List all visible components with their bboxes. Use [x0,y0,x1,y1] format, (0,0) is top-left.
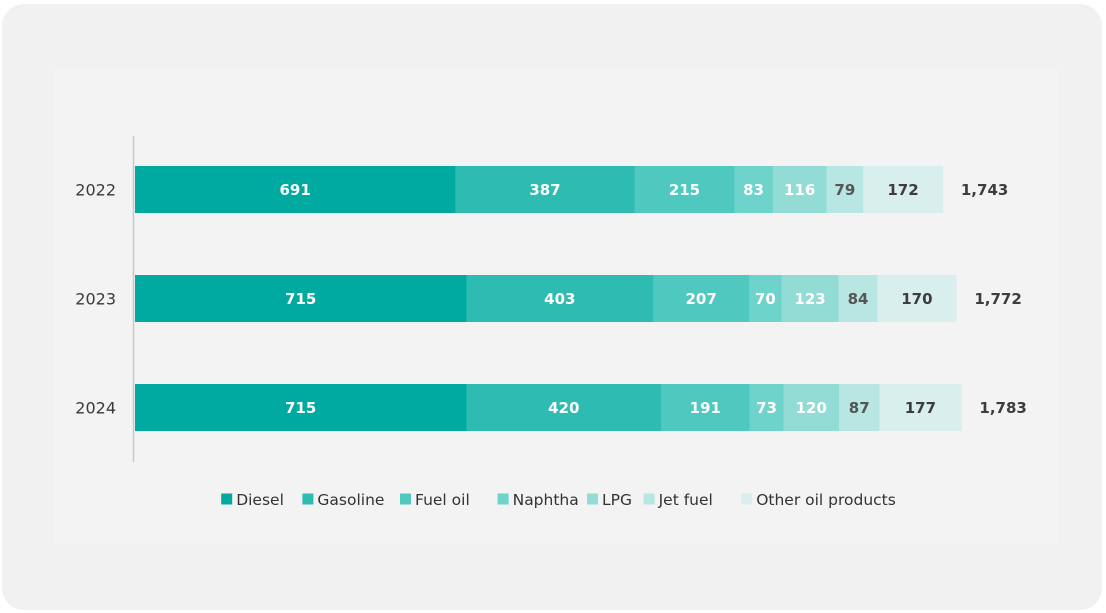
bar-segment-diesel [135,384,467,431]
data-label: 120 [796,399,827,417]
legend-label: Diesel [236,491,284,509]
bar-segment-lpg [783,384,840,431]
legend-label: Jet fuel [658,491,713,509]
bar-segment-other-oil-products [863,166,944,213]
total-label: 1,783 [979,399,1026,417]
data-label: 691 [279,181,310,199]
bar-segment-lpg [772,166,827,213]
data-label: 403 [544,290,575,308]
bar-segment-diesel [135,166,456,213]
bar-segment-gasoline [466,384,662,431]
bar-segment-lpg [781,275,839,322]
data-label: 84 [848,290,869,308]
legend-swatch-fuel-oil [400,493,411,505]
data-label: 387 [529,181,560,199]
legend-label: Fuel oil [415,491,470,509]
legend-swatch-jet-fuel [643,493,655,505]
data-label: 73 [756,399,777,417]
total-label: 1,772 [974,290,1021,308]
bar-segment-other-oil-products [877,275,957,322]
data-label: 177 [905,399,936,417]
data-label: 191 [690,399,721,417]
data-label: 70 [755,290,776,308]
bar-segment-diesel [135,275,467,322]
category-label: 2024 [75,399,116,418]
legend-label: Gasoline [317,491,384,509]
bar-segment-jet-fuel [838,275,878,322]
data-label: 170 [901,290,932,308]
data-label: 123 [794,290,825,308]
bar-segment-other-oil-products [879,384,962,431]
legend-swatch-other-oil-products [741,493,753,505]
bar-segment-naphtha [749,384,784,431]
data-label: 83 [743,181,764,199]
data-label: 79 [834,181,855,199]
bar-segment-naphtha [749,275,782,322]
data-label: 116 [784,181,815,199]
legend-label: LPG [602,491,632,509]
bar-segment-gasoline [455,166,635,213]
data-label: 215 [669,181,700,199]
bar-segment-fuel-oil [634,166,735,213]
legend-label: Other oil products [756,491,896,509]
legend-swatch-naphtha [497,493,509,505]
bar-segment-jet-fuel [826,166,864,213]
data-label: 715 [285,399,316,417]
category-label: 2022 [75,181,116,200]
bar-segment-fuel-oil [661,384,750,431]
legend-swatch-gasoline [302,493,314,505]
legend-label: Naphtha [513,491,579,509]
total-label: 1,743 [961,181,1008,199]
legend-swatch-diesel [221,493,233,505]
bar-segment-gasoline [466,275,654,322]
data-label: 715 [285,290,316,308]
data-label: 207 [686,290,717,308]
category-label: 2023 [75,290,116,309]
bar-segment-naphtha [734,166,774,213]
data-label: 87 [849,399,870,417]
legend-swatch-lpg [587,493,598,505]
data-label: 420 [548,399,579,417]
bar-segment-fuel-oil [653,275,750,322]
bar-segment-jet-fuel [839,384,880,431]
data-label: 172 [887,181,918,199]
